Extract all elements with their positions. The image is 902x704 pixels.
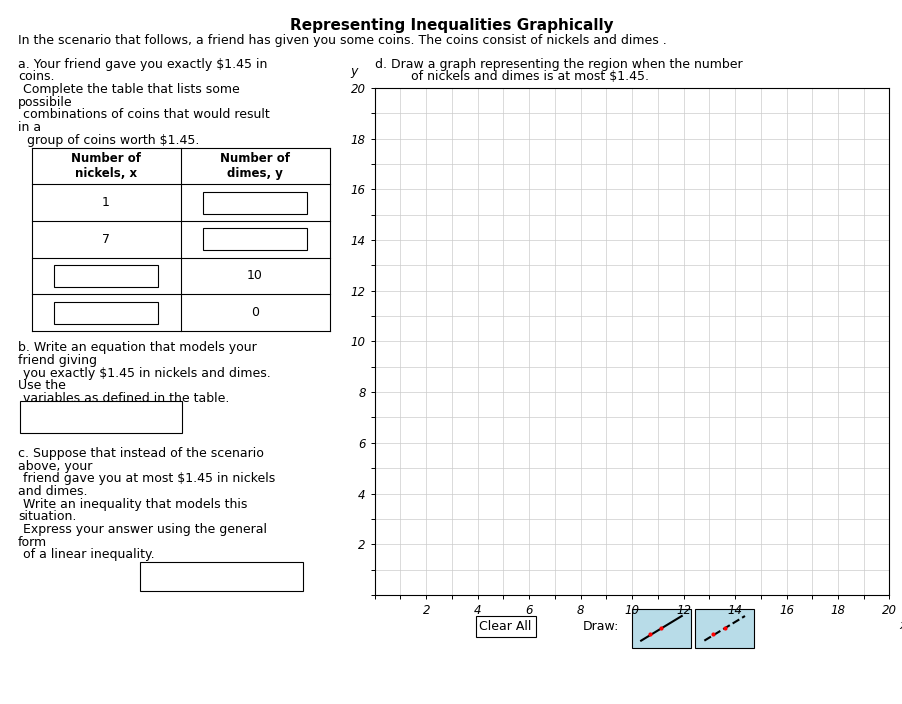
Text: c. Suppose that instead of the scenario: c. Suppose that instead of the scenario xyxy=(18,447,263,460)
FancyBboxPatch shape xyxy=(54,265,158,287)
Text: b. Write an equation that models your: b. Write an equation that models your xyxy=(18,341,256,354)
Text: a. Your friend gave you exactly $1.45 in: a. Your friend gave you exactly $1.45 in xyxy=(18,58,267,70)
Text: in a: in a xyxy=(18,121,41,134)
FancyBboxPatch shape xyxy=(203,228,307,251)
Text: you exactly $1.45 in nickels and dimes.: you exactly $1.45 in nickels and dimes. xyxy=(23,367,270,379)
Text: friend giving: friend giving xyxy=(18,354,97,367)
Text: Write an inequality that models this: Write an inequality that models this xyxy=(23,498,246,510)
Text: combinations of coins that would result: combinations of coins that would result xyxy=(23,108,269,121)
Text: possibile: possibile xyxy=(18,96,72,108)
Text: Complete the table that lists some: Complete the table that lists some xyxy=(23,83,239,96)
Text: coins.: coins. xyxy=(18,70,54,83)
Text: of nickels and dimes is at most $1.45.: of nickels and dimes is at most $1.45. xyxy=(410,70,649,83)
Text: above, your: above, your xyxy=(18,460,92,472)
FancyBboxPatch shape xyxy=(54,301,158,324)
Text: Use the: Use the xyxy=(18,379,66,392)
Text: 0: 0 xyxy=(251,306,259,319)
Text: situation.: situation. xyxy=(18,510,77,523)
Text: 1: 1 xyxy=(102,196,110,209)
Text: Representing Inequalities Graphically: Representing Inequalities Graphically xyxy=(290,18,612,32)
Text: Express your answer using the general: Express your answer using the general xyxy=(23,523,266,536)
Text: and dimes.: and dimes. xyxy=(18,485,87,498)
Text: 7: 7 xyxy=(102,233,110,246)
Text: friend gave you at most $1.45 in nickels: friend gave you at most $1.45 in nickels xyxy=(23,472,274,485)
Text: form: form xyxy=(18,536,47,548)
FancyBboxPatch shape xyxy=(631,609,690,648)
Text: d. Draw a graph representing the region when the number: d. Draw a graph representing the region … xyxy=(374,58,741,70)
Text: x: x xyxy=(898,619,902,631)
FancyBboxPatch shape xyxy=(140,562,302,591)
Text: In the scenario that follows, a friend has given you some coins. The coins consi: In the scenario that follows, a friend h… xyxy=(18,34,666,46)
Text: Draw:: Draw: xyxy=(582,620,618,633)
Text: of a linear inequality.: of a linear inequality. xyxy=(23,548,154,561)
Y-axis label: y: y xyxy=(350,65,357,78)
Text: Clear All: Clear All xyxy=(479,620,531,633)
Text: group of coins worth $1.45.: group of coins worth $1.45. xyxy=(27,134,199,146)
Text: Number of
nickels, x: Number of nickels, x xyxy=(71,152,141,180)
FancyBboxPatch shape xyxy=(203,191,307,214)
Text: variables as defined in the table.: variables as defined in the table. xyxy=(23,392,229,405)
FancyBboxPatch shape xyxy=(20,401,182,433)
Text: 10: 10 xyxy=(247,270,262,282)
Text: Number of
dimes, y: Number of dimes, y xyxy=(220,152,290,180)
FancyBboxPatch shape xyxy=(695,609,753,648)
